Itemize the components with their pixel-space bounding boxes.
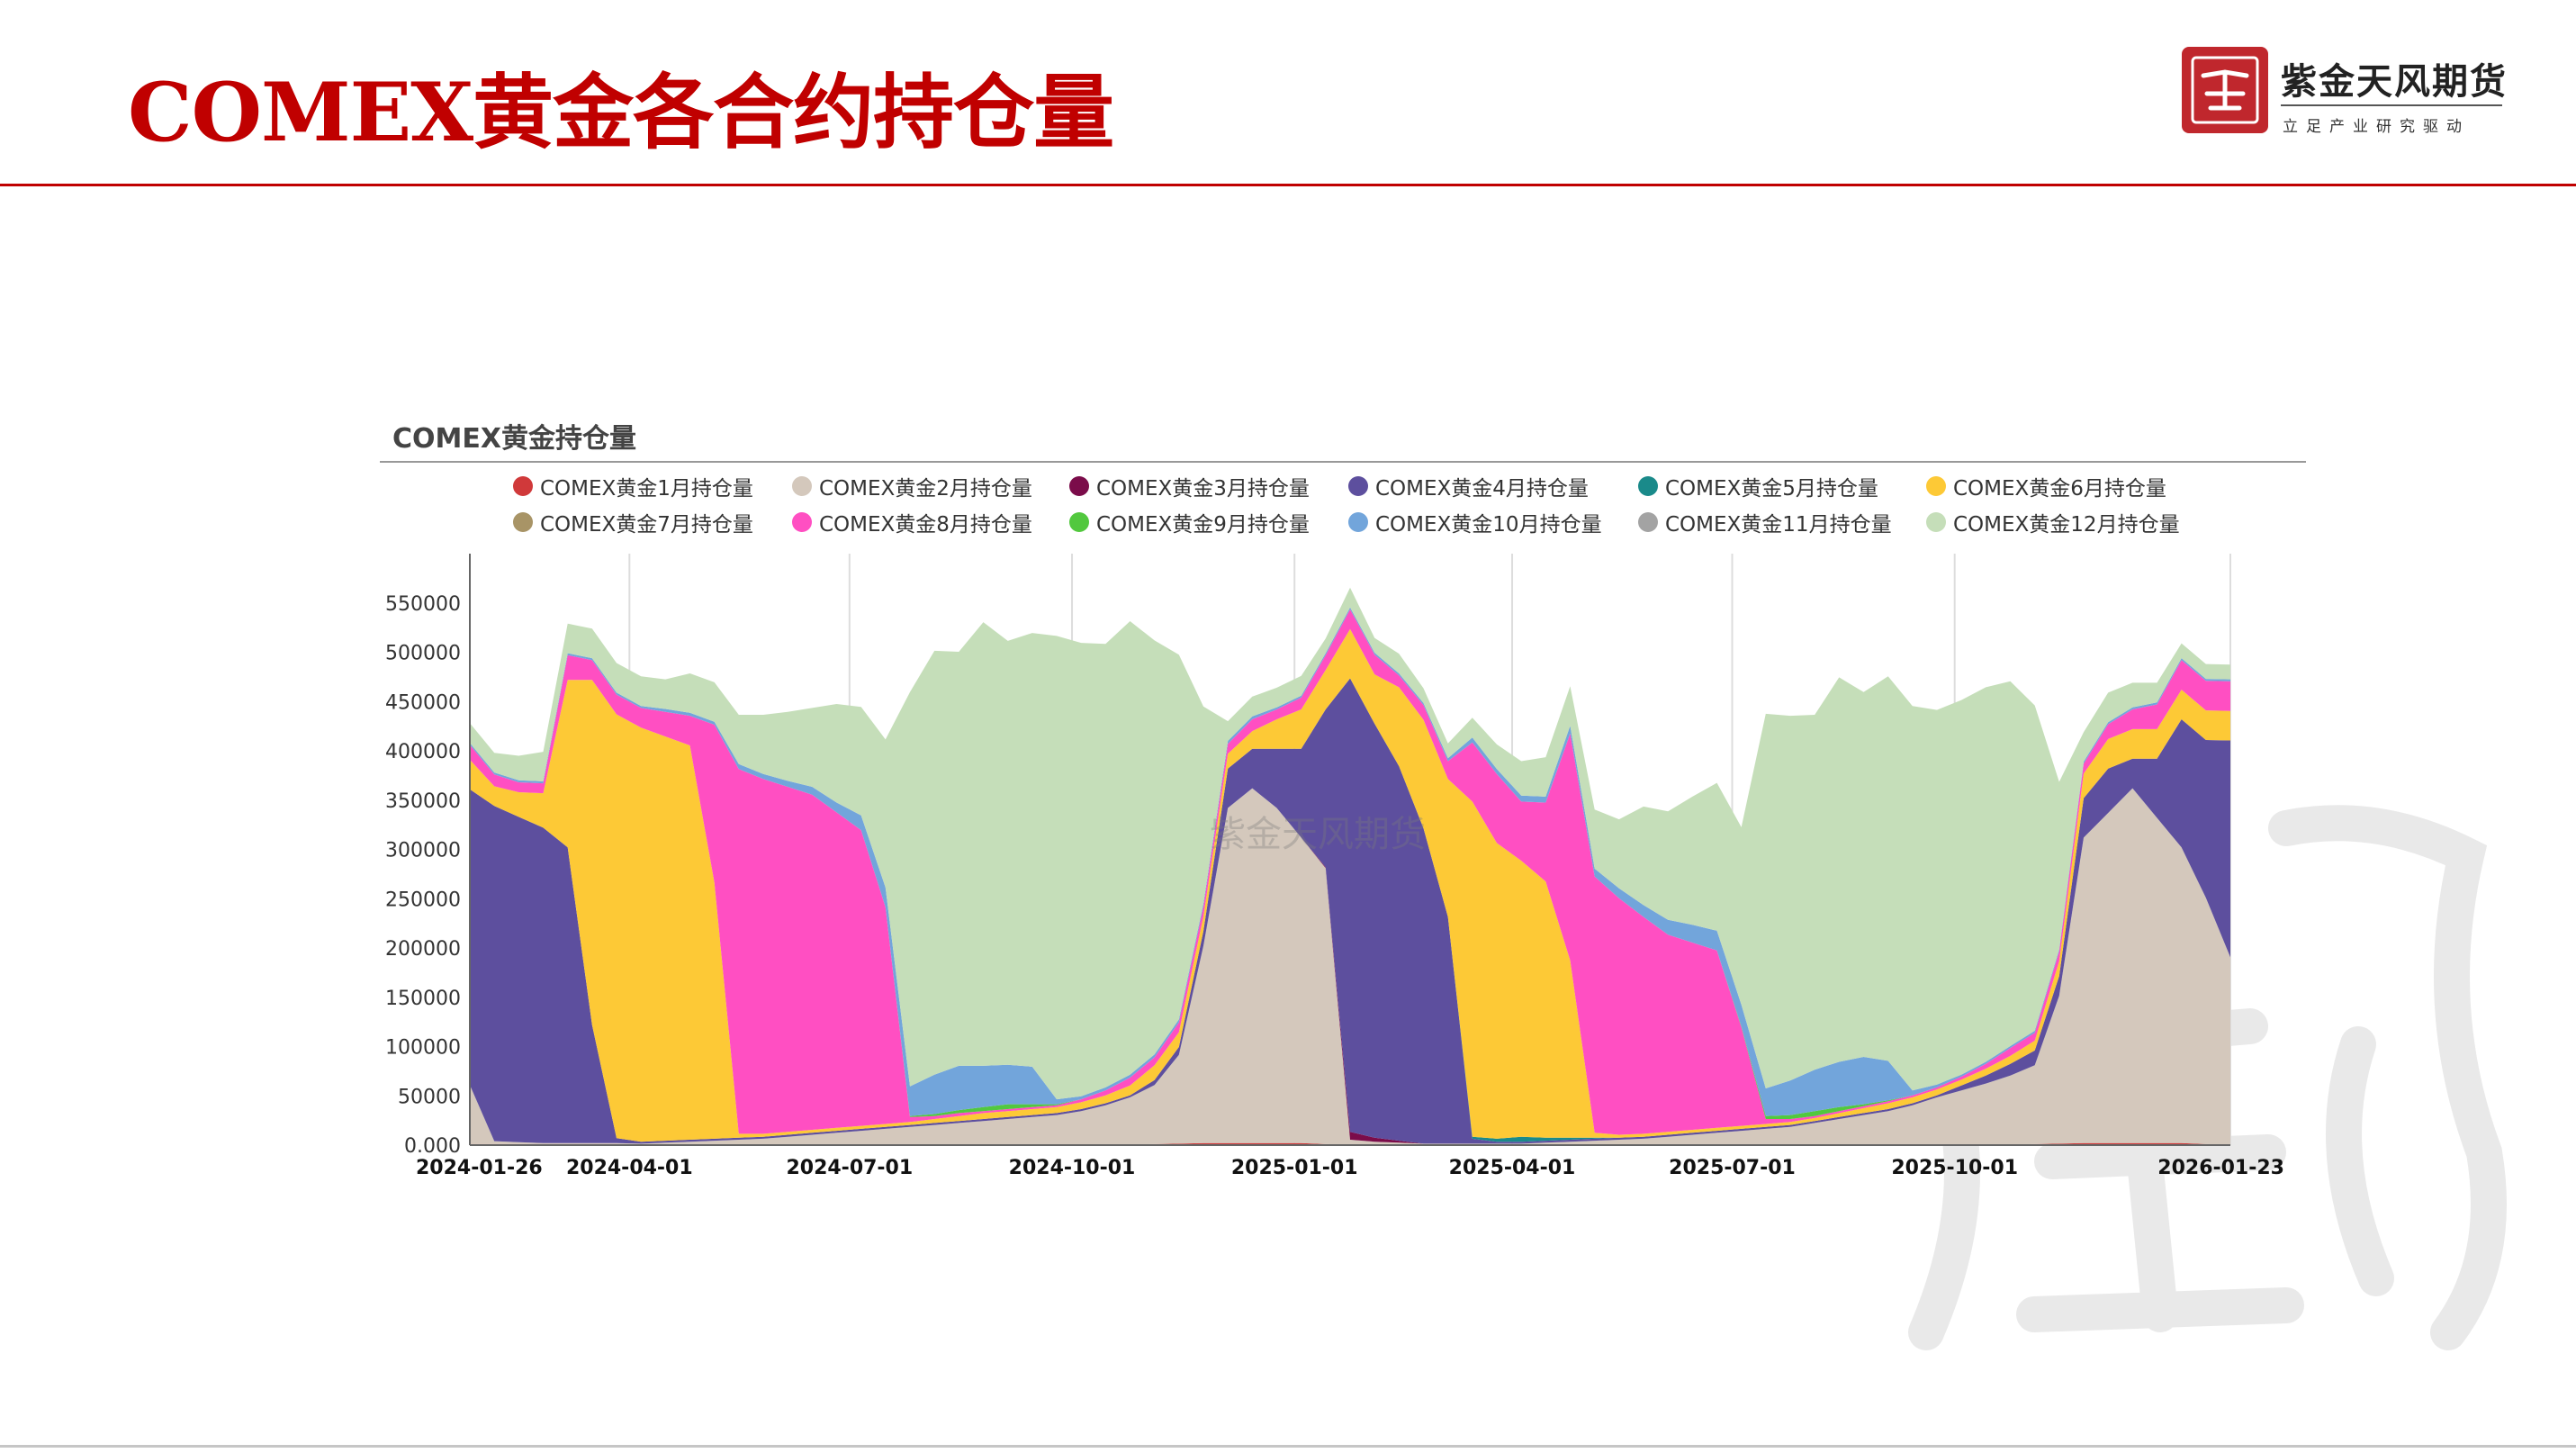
y-tick-label: 150000 bbox=[385, 988, 461, 1010]
x-tick-label: 2025-04-01 bbox=[1449, 1157, 1576, 1179]
x-tick-label: 2025-10-01 bbox=[1891, 1157, 2018, 1179]
legend-item[interactable]: COMEX黄金7月持仓量 bbox=[513, 507, 753, 537]
legend-item[interactable]: COMEX黄金11月持仓量 bbox=[1638, 507, 1892, 537]
chart-title: COMEX黄金持仓量 bbox=[392, 423, 636, 455]
series-area bbox=[470, 788, 2230, 1145]
brand-logo: 紫金天风期货 立足产业研究驱动 bbox=[2182, 47, 2506, 146]
legend-swatch bbox=[1926, 476, 1946, 496]
legend-item[interactable]: COMEX黄金10月持仓量 bbox=[1348, 507, 1602, 537]
series-area bbox=[470, 609, 2230, 1135]
legend-label: COMEX黄金12月持仓量 bbox=[1953, 513, 2180, 537]
legend-item[interactable]: COMEX黄金12月持仓量 bbox=[1926, 507, 2180, 537]
legend-label: COMEX黄金6月持仓量 bbox=[1953, 477, 2166, 501]
series-area bbox=[470, 678, 2230, 1144]
brand-underline bbox=[2281, 104, 2502, 106]
legend-swatch bbox=[1348, 512, 1368, 532]
footer-divider bbox=[0, 1445, 2576, 1448]
x-tick-label: 2026-01-23 bbox=[2157, 1157, 2284, 1179]
brand-name: 紫金天风期货 bbox=[2281, 61, 2508, 103]
brand-tagline: 立足产业研究驱动 bbox=[2283, 118, 2470, 136]
legend-swatch bbox=[1069, 512, 1089, 532]
legend-swatch bbox=[1638, 476, 1658, 496]
legend-label: COMEX黄金4月持仓量 bbox=[1375, 477, 1589, 501]
x-tick-label: 2024-01-26 bbox=[416, 1157, 543, 1179]
legend-item[interactable]: COMEX黄金4月持仓量 bbox=[1348, 471, 1589, 501]
x-tick-label: 2024-07-01 bbox=[786, 1157, 913, 1179]
legend-label: COMEX黄金1月持仓量 bbox=[540, 477, 753, 501]
legend-label: COMEX黄金11月持仓量 bbox=[1665, 513, 1892, 537]
y-tick-label: 0.000 bbox=[404, 1135, 461, 1158]
y-tick-label: 50000 bbox=[398, 1086, 461, 1108]
chart-watermark: 紫金天风期货 bbox=[1210, 814, 1426, 855]
y-tick-label: 500000 bbox=[385, 643, 461, 665]
legend-item[interactable]: COMEX黄金3月持仓量 bbox=[1069, 471, 1310, 501]
legend-item[interactable]: COMEX黄金6月持仓量 bbox=[1926, 471, 2166, 501]
legend-swatch bbox=[1348, 476, 1368, 496]
chart-title-divider bbox=[380, 461, 2306, 463]
y-tick-label: 400000 bbox=[385, 741, 461, 763]
legend-swatch bbox=[513, 476, 533, 496]
title-divider bbox=[0, 184, 2576, 186]
brand-seal-icon bbox=[2182, 47, 2268, 133]
legend-swatch bbox=[1069, 476, 1089, 496]
legend-swatch bbox=[1926, 512, 1946, 532]
y-tick-label: 350000 bbox=[385, 790, 461, 813]
legend-item[interactable]: COMEX黄金9月持仓量 bbox=[1069, 507, 1310, 537]
legend-item[interactable]: COMEX黄金8月持仓量 bbox=[792, 507, 1032, 537]
legend-item[interactable]: COMEX黄金5月持仓量 bbox=[1638, 471, 1878, 501]
legend-label: COMEX黄金3月持仓量 bbox=[1096, 477, 1310, 501]
y-tick-label: 250000 bbox=[385, 889, 461, 911]
series-area bbox=[470, 628, 2230, 1142]
legend-label: COMEX黄金7月持仓量 bbox=[540, 513, 753, 537]
series-area bbox=[470, 587, 2230, 1100]
x-tick-label: 2024-04-01 bbox=[566, 1157, 693, 1179]
y-tick-label: 100000 bbox=[385, 1037, 461, 1060]
x-tick-label: 2025-07-01 bbox=[1669, 1157, 1796, 1179]
legend-label: COMEX黄金8月持仓量 bbox=[819, 513, 1032, 537]
y-tick-label: 450000 bbox=[385, 691, 461, 714]
y-tick-label: 300000 bbox=[385, 840, 461, 862]
y-tick-label: 200000 bbox=[385, 938, 461, 961]
page-title: COMEX黄金各合约持仓量 bbox=[128, 65, 1114, 160]
legend-label: COMEX黄金10月持仓量 bbox=[1375, 513, 1602, 537]
legend-swatch bbox=[1638, 512, 1658, 532]
legend-swatch bbox=[513, 512, 533, 532]
chart-legend: COMEX黄金1月持仓量 COMEX黄金2月持仓量 COMEX黄金3月持仓量 COME… bbox=[513, 471, 2295, 546]
x-tick-label: 2024-10-01 bbox=[1009, 1157, 1136, 1179]
legend-label: COMEX黄金5月持仓量 bbox=[1665, 477, 1878, 501]
legend-item[interactable]: COMEX黄金1月持仓量 bbox=[513, 471, 753, 501]
y-tick-label: 550000 bbox=[385, 593, 461, 616]
legend-label: COMEX黄金2月持仓量 bbox=[819, 477, 1032, 501]
legend-label: COMEX黄金9月持仓量 bbox=[1096, 513, 1310, 537]
legend-swatch bbox=[792, 476, 812, 496]
x-tick-label: 2025-01-01 bbox=[1231, 1157, 1358, 1179]
legend-swatch bbox=[792, 512, 812, 532]
legend-item[interactable]: COMEX黄金2月持仓量 bbox=[792, 471, 1032, 501]
